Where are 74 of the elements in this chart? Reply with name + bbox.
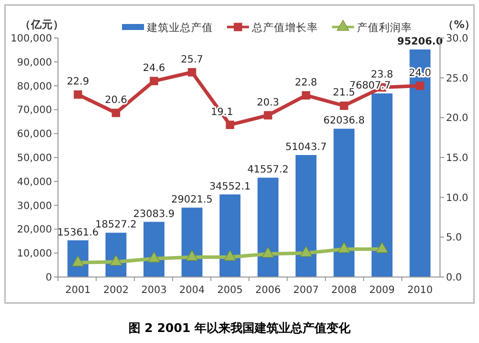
- x-tick-label: 2007: [293, 285, 319, 296]
- data-label: 62036.8: [323, 116, 365, 127]
- point: [186, 250, 198, 261]
- y-tick-label: 80,000: [17, 81, 52, 92]
- y2-tick-label: 10.0: [446, 192, 468, 204]
- bar: [220, 194, 240, 277]
- data-label: 22.9: [66, 76, 90, 88]
- x-tick-label: 2008: [331, 285, 357, 296]
- point: [262, 246, 274, 258]
- y-axis-title: （亿元）: [20, 19, 64, 31]
- y-tick-label: 60,000: [17, 129, 52, 140]
- y-tick-label: 100,000: [10, 34, 52, 44]
- y-tick-label: 10,000: [17, 248, 52, 260]
- y-tick-label: 20,000: [17, 224, 52, 236]
- data-label: 22.8: [294, 77, 318, 88]
- data-label: 21.5: [332, 88, 356, 99]
- x-tick-label: 2002: [103, 285, 129, 296]
- point: [188, 68, 196, 76]
- text: 图 2 2001 年以来我国建筑业总产值变化: [128, 321, 352, 335]
- data-label: 29021.5: [171, 194, 213, 206]
- point: [340, 102, 348, 110]
- x-tick-label: 2006: [255, 285, 281, 296]
- y-tick-label: 0: [46, 272, 52, 284]
- y2-tick-label: 0.0: [446, 272, 462, 284]
- data-label: 20.3: [256, 97, 280, 108]
- y-tick-label: 90,000: [17, 57, 52, 68]
- x-tick-label: 2010: [407, 285, 433, 296]
- x-tick-label: 2003: [141, 285, 167, 296]
- bar: [334, 128, 354, 277]
- y2-axis-title: （%）: [443, 19, 476, 31]
- bar: [372, 93, 392, 277]
- x-tick-label: 2004: [179, 285, 205, 296]
- legend-label: 总产值增长率: [251, 21, 318, 34]
- point: [74, 90, 82, 99]
- point: [300, 246, 312, 257]
- x-tick-label: 2001: [65, 285, 91, 296]
- y-tick-label: 30,000: [17, 200, 52, 212]
- legend-label: 产值利润率: [357, 21, 412, 34]
- point: [148, 252, 160, 262]
- data-label: 41557.2: [247, 164, 289, 176]
- point: [376, 242, 388, 253]
- y2-tick-label: 25.0: [446, 73, 468, 84]
- bar: [144, 222, 164, 277]
- x-tick-label: 2009: [369, 285, 395, 296]
- y-tick-label: 40,000: [17, 176, 52, 188]
- data-label: 25.7: [180, 54, 204, 66]
- x-tick-label: 2005: [217, 285, 243, 296]
- point: [416, 82, 424, 90]
- legend-label: 建筑业总产值: [146, 21, 213, 34]
- data-label: 23083.9: [133, 208, 175, 220]
- data-label: 23.8: [370, 69, 394, 80]
- y2-tick-label: 5.0: [446, 232, 462, 244]
- data-label: 95206.0: [397, 36, 443, 48]
- point: [264, 111, 272, 120]
- y-tick-label: 70,000: [17, 105, 52, 116]
- data-label: 24.6: [142, 63, 166, 74]
- point: [150, 76, 158, 86]
- y2-tick-label: 20.0: [446, 113, 468, 124]
- data-label: 51043.7: [285, 142, 327, 154]
- y2-tick-label: 30.0: [446, 34, 468, 44]
- point: [224, 250, 236, 261]
- y2-tick-label: 15.0: [446, 153, 468, 164]
- bar: [258, 178, 278, 277]
- data-label: 24.0: [408, 68, 432, 79]
- point: [112, 108, 120, 118]
- point: [338, 242, 350, 253]
- bar: [182, 208, 202, 277]
- bar: [410, 49, 430, 277]
- data-label: 34552.1: [209, 181, 251, 192]
- bar: [296, 155, 316, 277]
- data-label: 20.6: [104, 94, 128, 106]
- point: [226, 120, 234, 130]
- y-tick-label: 50,000: [17, 153, 52, 164]
- point: [302, 91, 310, 100]
